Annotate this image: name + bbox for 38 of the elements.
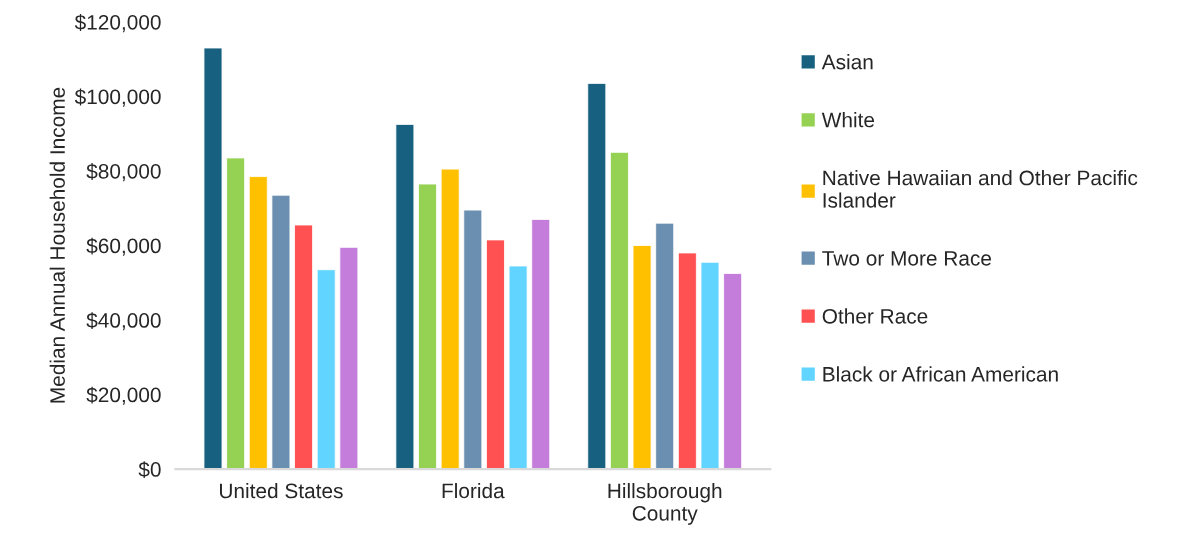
bar bbox=[271, 194, 291, 470]
bar bbox=[655, 222, 675, 470]
bar bbox=[723, 273, 743, 470]
y-tick-label: $20,000 bbox=[86, 386, 161, 405]
bar bbox=[609, 151, 629, 470]
y-tick-label: $0 bbox=[138, 461, 161, 479]
bar bbox=[294, 224, 313, 470]
legend-label: Native Hawaiian and Other Pacific Islander bbox=[823, 170, 1138, 208]
bar bbox=[587, 82, 607, 470]
y-tick-label: $60,000 bbox=[86, 237, 161, 256]
x-tick-label: United States bbox=[220, 482, 343, 499]
legend-label: Other Race bbox=[822, 308, 928, 324]
bar bbox=[486, 239, 505, 470]
legend-label: Black or African American bbox=[823, 366, 1058, 382]
bar bbox=[508, 265, 528, 470]
legend-label: Two or More Race bbox=[822, 251, 992, 266]
bar bbox=[677, 252, 697, 470]
y-axis-title: Median Annual Household Income bbox=[49, 87, 65, 403]
bar bbox=[463, 209, 483, 470]
bar bbox=[395, 123, 415, 470]
x-tick-label: Hillsborough County bbox=[608, 482, 722, 525]
bar bbox=[339, 246, 359, 470]
y-tick-label: $120,000 bbox=[74, 14, 161, 33]
bar bbox=[226, 157, 246, 470]
bar bbox=[418, 183, 437, 470]
y-tick-label: $100,000 bbox=[74, 88, 161, 107]
y-tick-label: $80,000 bbox=[86, 163, 161, 182]
bar bbox=[531, 219, 551, 470]
bar bbox=[203, 47, 223, 470]
y-tick-label: $40,000 bbox=[86, 312, 161, 331]
bar bbox=[700, 261, 720, 470]
bar bbox=[248, 176, 268, 470]
bar bbox=[632, 245, 652, 470]
bar bbox=[440, 168, 460, 470]
x-tick-label: Florida bbox=[442, 482, 505, 499]
legend-label: Asian bbox=[821, 54, 873, 70]
legend-label: White bbox=[821, 112, 875, 128]
bar bbox=[316, 269, 336, 470]
